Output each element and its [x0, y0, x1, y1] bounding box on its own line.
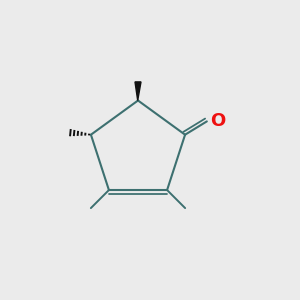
Text: O: O — [210, 112, 226, 130]
Polygon shape — [135, 82, 141, 100]
